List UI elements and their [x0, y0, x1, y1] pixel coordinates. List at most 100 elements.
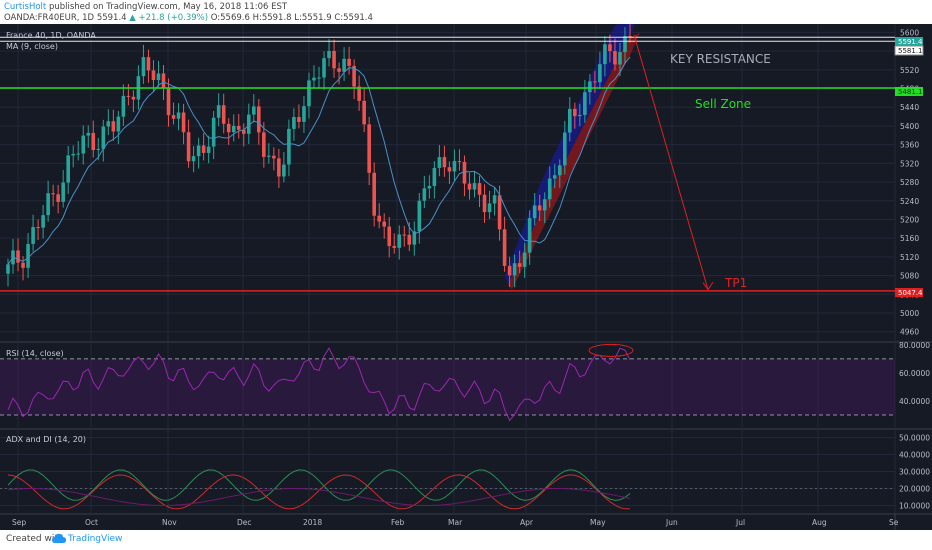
candle-body — [41, 215, 45, 228]
candle-body — [417, 200, 422, 232]
candle-body — [507, 265, 512, 276]
candle-body — [241, 129, 246, 134]
candle-body — [292, 117, 296, 129]
annotations — [0, 34, 895, 292]
candle-body — [226, 123, 231, 133]
candle-body — [352, 65, 356, 87]
candle-body — [457, 161, 462, 163]
candle-body — [412, 231, 417, 245]
candle-body — [106, 121, 111, 127]
candle-body — [216, 105, 221, 118]
candle-body — [181, 112, 186, 133]
candle-body — [191, 156, 196, 162]
candle-body — [432, 167, 437, 186]
x-tick-label: Oct — [85, 518, 98, 527]
chart-svg[interactable]: Sep Oct Nov Dec 2018 Feb Mar Apr May Jun Jul Aug Se 5… — [0, 24, 932, 530]
candle-body — [332, 50, 336, 69]
arrow-head-icon — [702, 281, 714, 291]
candle-body — [262, 132, 266, 157]
candle-body — [593, 81, 597, 83]
created-with-text: Created with — [6, 534, 64, 544]
channel-upper-band — [505, 24, 636, 285]
candle-body — [497, 195, 502, 230]
candle-body — [442, 157, 447, 168]
candle-body — [16, 250, 20, 263]
candle-body — [221, 105, 226, 124]
candle-body — [397, 234, 402, 248]
adx-tick-label: 20.0000 — [899, 485, 930, 494]
candle-body — [377, 215, 381, 222]
candle-body — [272, 155, 276, 159]
candle-body — [91, 132, 96, 150]
rsi-overbought-circle — [588, 343, 634, 357]
candle-body — [131, 96, 136, 100]
candle-body — [176, 112, 181, 119]
chart-header: CurtisHolt published on TradingView.com,… — [0, 0, 932, 24]
candle-body — [452, 161, 457, 172]
candle-body — [462, 161, 467, 184]
published-text: published on TradingView.com, May 16, 20… — [48, 2, 288, 12]
candle-body — [562, 132, 567, 166]
rsi-band-fill — [0, 358, 895, 415]
y-tick-label: 5440 — [900, 103, 919, 112]
main-pane-title: France 40, 1D, OANDA — [6, 31, 96, 40]
candle-body — [246, 114, 251, 134]
candle-body — [578, 114, 582, 117]
candle-body — [547, 178, 552, 200]
x-tick-label: Jun — [665, 518, 678, 527]
candle-body — [236, 125, 241, 130]
candle-body — [542, 199, 547, 211]
tp1-label: TP1 — [724, 276, 747, 290]
candle-body — [573, 108, 577, 117]
rsi-tick-label: 60.0000 — [899, 369, 930, 378]
candle-body — [101, 126, 106, 149]
candle-body — [392, 245, 397, 248]
candle-body — [472, 183, 477, 190]
x-tick-label: Se — [889, 518, 899, 527]
tradingview-brand-link[interactable]: TradingView — [68, 534, 123, 544]
y-tick-label: 5400 — [900, 122, 919, 131]
footer: Created with TradingView — [0, 530, 932, 550]
candle-body — [372, 172, 376, 216]
adx-tick-label: 40.0000 — [899, 451, 930, 460]
ohlc-values: O:5569.6 H:5591.8 L:5551.9 C:5591.4 — [210, 13, 373, 23]
x-tick-label: 2018 — [303, 518, 322, 527]
grid-lines — [0, 24, 932, 530]
candle-body — [257, 106, 261, 133]
x-tick-label: Mar — [448, 518, 463, 527]
y-tick-label: 5280 — [900, 178, 919, 187]
adx-tick-label: 10.0000 — [899, 502, 930, 511]
x-tick-label: Apr — [520, 518, 534, 527]
y-tick-label: 5520 — [900, 66, 919, 75]
x-tick-label: Dec — [237, 518, 252, 527]
author-link[interactable]: CurtisHolt — [4, 2, 47, 12]
adx-line — [7, 488, 631, 507]
candle-body — [51, 193, 55, 195]
price-tag-top: 5591.4 — [895, 37, 923, 46]
y-tick-label: 5120 — [900, 253, 919, 262]
candle-body — [618, 52, 622, 65]
rsi-line — [7, 347, 631, 422]
candle-body — [522, 252, 527, 267]
price-tag-sell: 5481.1 — [895, 87, 923, 96]
svg-text:5581.1: 5581.1 — [898, 47, 923, 55]
y-tick-label: 5360 — [900, 141, 919, 150]
tradingview-cloud-icon — [52, 533, 66, 543]
candle-body — [231, 125, 236, 133]
symbol-label: OANDA:FR40EUR, 1D — [4, 13, 95, 23]
candle-body — [517, 263, 522, 267]
axis-ticks: Sep Oct Nov Dec 2018 Feb Mar Apr May Jun Jul Aug Se 5… — [12, 28, 930, 527]
candle-body — [251, 106, 256, 115]
candle-body — [492, 195, 497, 204]
chart-area[interactable]: Sep Oct Nov Dec 2018 Feb Mar Apr May Jun Jul Aug Se 5… — [0, 24, 932, 530]
candle-body — [422, 188, 427, 201]
x-tick-label: Aug — [812, 518, 827, 527]
candle-body — [36, 227, 40, 229]
di-minus-line — [7, 474, 631, 510]
x-tick-label: May — [590, 518, 606, 527]
candle-body — [196, 145, 201, 157]
candle-body — [161, 73, 166, 88]
candle-body — [86, 132, 91, 136]
candle-body — [267, 155, 271, 157]
x-tick-label: Feb — [391, 518, 405, 527]
